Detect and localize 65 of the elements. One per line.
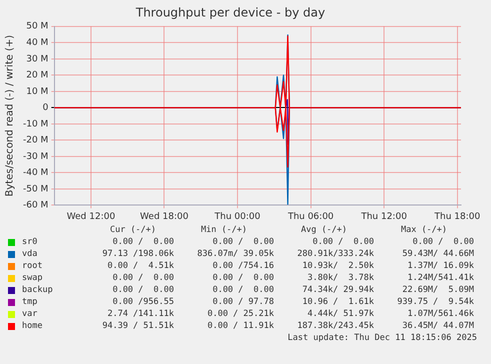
text: 10.96 / 1.61k	[301, 297, 374, 308]
y-tick-label: 50 M	[26, 22, 48, 32]
text: Min (-/+)	[200, 225, 248, 236]
text: 3.80k/ 3.78k	[306, 273, 374, 284]
text: 0.00 / 0.00	[212, 285, 274, 296]
x-tick-label: Thu 00:00	[214, 212, 261, 222]
text: 0.00 / 0.00	[212, 237, 274, 248]
text: 74.34k/ 29.94k	[301, 285, 374, 296]
y-tick-label: -50 M	[23, 184, 48, 194]
text: 4.44k/ 51.97k	[306, 309, 374, 320]
y-axis-title: Bytes/second read (-) / write (+)	[4, 34, 16, 197]
text: Avg (-/+)	[300, 225, 348, 236]
text: 1.37M/ 16.09k	[406, 261, 474, 272]
text: 0.00 / 0.00	[112, 237, 174, 248]
text: 836.07m/ 39.05k	[196, 249, 274, 260]
x-tick-label: Thu 18:00	[433, 212, 480, 222]
x-tick-label: Thu 06:00	[286, 212, 334, 222]
text: 939.75 / 9.54k	[396, 297, 474, 308]
text: 1.07M/561.46k	[406, 309, 474, 320]
text: 59.43M/ 44.66M	[401, 249, 474, 260]
y-tick-label: -60 M	[23, 200, 48, 211]
text: 0.00 /754.16	[212, 261, 274, 272]
legend-label: tmp	[22, 297, 38, 308]
x-tick-label: Wed 12:00	[66, 212, 116, 222]
text: 94.39 / 51.51k	[101, 321, 174, 332]
text: 2.74 /141.11k	[106, 309, 174, 320]
text: 0.00 /956.55	[112, 297, 174, 308]
legend-label: var	[22, 309, 38, 320]
text: 97.13 /198.06k	[101, 249, 174, 260]
y-tick-label: 20 M	[26, 70, 48, 81]
legend-label: root	[22, 261, 44, 272]
text: 1.24M/541.41k	[406, 273, 474, 284]
text: 0.00 / 0.00	[412, 237, 474, 248]
text: 0.00 / 0.00	[212, 273, 274, 284]
y-tick-label: -20 M	[23, 136, 48, 146]
y-tick-label: 10 M	[26, 86, 48, 97]
text: 10.93k/ 2.50k	[301, 261, 374, 272]
legend-label: sr0	[22, 237, 38, 248]
text: 36.45M/ 44.07M	[401, 321, 474, 332]
text: 187.38k/243.45k	[296, 321, 374, 332]
y-tick-label: -30 M	[23, 152, 48, 162]
text: 280.91k/333.24k	[296, 249, 374, 260]
y-tick-label: 40 M	[26, 38, 48, 48]
text: Max (-/+)	[400, 225, 448, 236]
legend-label: home	[22, 321, 44, 332]
text: 0.00 / 4.51k	[106, 261, 174, 272]
x-tick-label: Wed 18:00	[140, 212, 189, 222]
y-tick-label: -10 M	[23, 119, 48, 130]
text: Last update: Thu Dec 11 18:15:06 2025	[286, 333, 477, 343]
text: 22.69M/ 5.09M	[401, 285, 474, 296]
text: 0.00 / 0.00	[112, 285, 174, 296]
y-tick-label: 0	[42, 103, 49, 114]
legend-label: swap	[22, 273, 44, 284]
y-tick-label: 30 M	[26, 54, 48, 64]
y-tick-label: -40 M	[23, 168, 48, 178]
text: 0.00 / 11.91k	[206, 321, 274, 332]
text: 0.00 / 0.00	[312, 237, 374, 248]
text: 0.00 / 0.00	[112, 273, 174, 284]
text: 0.00 / 97.78	[212, 297, 274, 308]
legend-label: backup	[22, 285, 54, 296]
x-tick-label: Thu 12:00	[360, 212, 408, 222]
chart-title: Throughput per device - by day	[134, 5, 326, 20]
text: 0.00 / 25.21k	[206, 309, 274, 320]
text: Cur (-/+)	[108, 225, 158, 236]
legend-label: vda	[22, 249, 38, 260]
